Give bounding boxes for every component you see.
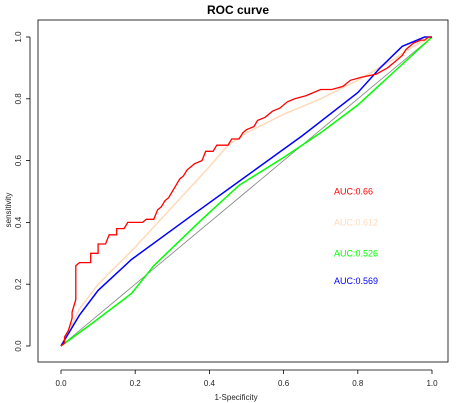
y-tick-label: 0.4 xyxy=(14,216,23,228)
roc-series-line-0 xyxy=(60,36,432,347)
reference-diagonal-line xyxy=(60,36,433,347)
chart-title: ROC curve xyxy=(207,3,269,17)
y-tick-label: 1.0 xyxy=(14,31,23,43)
x-tick-label: 0.0 xyxy=(55,379,67,388)
y-tick-label: 0.2 xyxy=(14,278,23,290)
roc-series-line-2 xyxy=(60,36,433,347)
axes: 0.0 0.2 0.4 0.6 0.8 1.0 0.0 0.2 0.4 0.6 0.8 1.0 xyxy=(14,31,438,388)
auc-label-0: AUC:0.66 xyxy=(334,187,373,197)
y-tick-label: 0.6 xyxy=(14,154,23,166)
y-tick-label: 0.0 xyxy=(14,340,23,352)
roc-series-line-1 xyxy=(60,36,433,347)
auc-label-2: AUC:0.526 xyxy=(334,248,378,258)
plot-frame xyxy=(37,19,449,363)
x-tick-label: 0.2 xyxy=(130,379,142,388)
roc-curves xyxy=(60,36,433,347)
x-tick-label: 0.6 xyxy=(278,379,290,388)
roc-series-line-3 xyxy=(60,36,432,347)
auc-labels: AUC:0.66 AUC:0.612 AUC:0.526 AUC:0.569 xyxy=(334,187,378,287)
auc-label-1: AUC:0.612 xyxy=(334,217,378,227)
x-tick-label: 1.0 xyxy=(426,379,438,388)
x-axis-label: 1-Specificity xyxy=(214,393,257,402)
y-tick-label: 0.8 xyxy=(14,93,23,105)
x-tick-label: 0.8 xyxy=(352,379,364,388)
x-tick-label: 0.4 xyxy=(204,379,216,388)
y-axis-label: sensitivity xyxy=(4,193,13,228)
auc-label-3: AUC:0.569 xyxy=(334,276,378,286)
